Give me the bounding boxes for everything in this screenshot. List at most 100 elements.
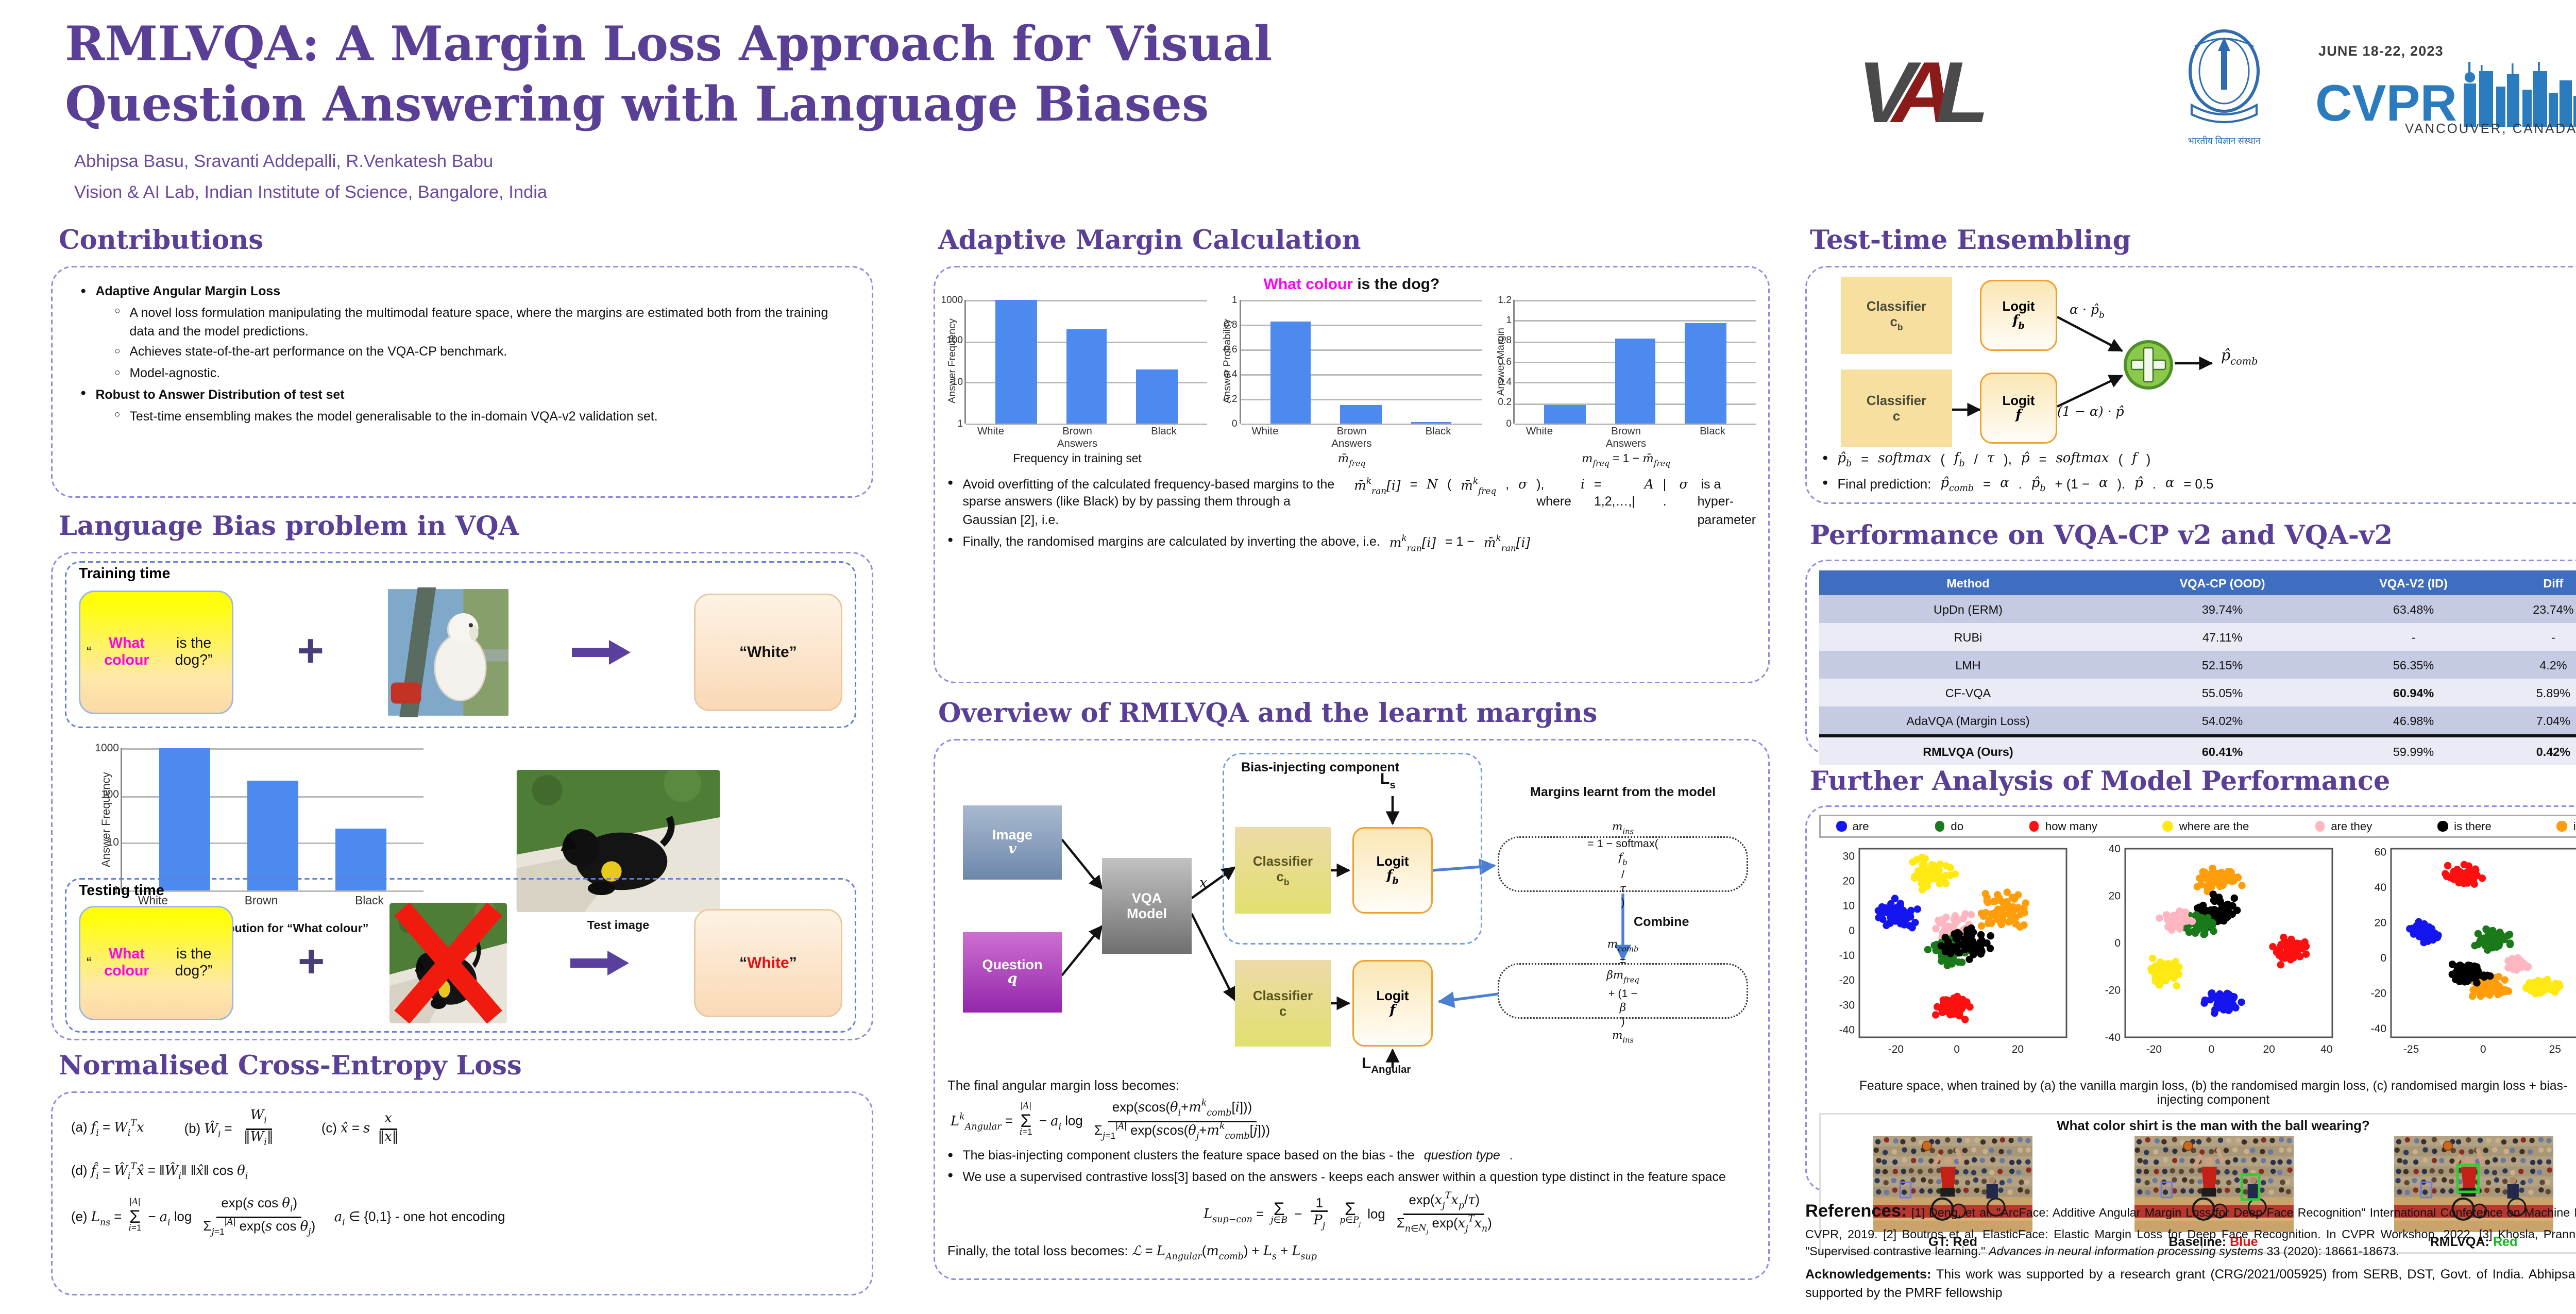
mins-formula-box: mins = 1 − softmax(fb/τ) [1498,819,1748,909]
svg-text:40: 40 [2375,882,2386,894]
training-answer-box: “White” [693,594,842,711]
classifier-c-label: Classifier [1252,988,1313,1003]
contribution-subbullet: Test-time ensembling makes the model gen… [114,408,856,426]
table-row: LMH 52.15% 56.35% 4.2% [1819,651,2576,679]
vqa-model-label: VQA Model [1127,890,1167,921]
answer-probability-chart: Answer Probability 1 0.8 0.6 0.4 0.2 0 White Bro… [1222,295,1482,450]
adaptive-bullet: Finally, the randomised margins are calc… [947,533,1756,555]
prob-chart-caption: m̄freq [1337,451,1366,469]
overview-intro: The final angular margin loss becomes: [947,1077,1179,1093]
performance-box: Method VQA-CP (OOD) VQA-V2 (ID) Diff UpD… [1805,560,2576,765]
red-x-icon [394,903,502,1023]
contribution-subbullet: Achieves state-of-the-art performance on… [114,344,856,362]
ens-logit-fb: Logit fb [1980,280,2057,351]
gt-caption: GT: Red [1928,1234,1977,1249]
testing-time-label: Testing time [79,883,164,900]
analysis-box: are do how many where are the are they i… [1805,805,2576,1254]
svg-text:-40: -40 [2371,1023,2386,1035]
gt-image [1873,1136,2032,1232]
arrow-right-icon [571,640,631,665]
plus-circle-icon [2124,340,2173,390]
ensembling-bullet: Final prediction: p̂comb = α.p̂b + (1 − … [1822,475,2576,496]
table-row: CF-VQA 55.05% 60.94% 5.89% [1819,679,2576,706]
cvpr-wordmark: CVPR [2315,73,2458,131]
svg-text:-40: -40 [1839,1024,1855,1036]
contribution-bullet: Adaptive Angular Margin Loss [80,283,856,301]
svg-text:0: 0 [2209,1043,2215,1055]
svg-text:-25: -25 [2403,1043,2419,1055]
contribution-subbullet: Model-agnostic. [114,365,856,383]
ensembling-heading: Test-time Ensembling [1810,226,2131,257]
svg-text:25: 25 [2549,1043,2561,1055]
margin-chart-caption: mfreq = 1 − m̄freq [1581,451,1671,469]
legend-swatch-how-many [2029,821,2039,832]
svg-text:20: 20 [2263,1043,2275,1055]
authors: Abhipsa Basu, Sravanti Addepalli, R.Venk… [74,153,494,172]
ens-classifier-cb-label: Classifier [1866,297,1927,313]
svg-text:-20: -20 [2105,984,2121,996]
pcomb-label: p̂comb [2221,348,2258,368]
svg-text:30: 30 [1843,850,1855,862]
table-row: AdaVQA (Margin Loss) 54.02% 46.98% 7.04% [1819,706,2576,736]
col-method: Method [1819,570,2117,595]
adaptive-bullet: Avoid overfitting of the calculated freq… [947,476,1756,530]
legend-swatch-are [1836,821,1846,832]
answer-margin-chart: Answer Margin 1.2 1 0.8 0.6 0.4 0.2 0 White Brown… [1496,295,1756,450]
svg-text:10: 10 [1843,900,1855,912]
tsne-caption: Feature space, when trained by (a) the v… [1859,1079,2568,1107]
col-vqacp: VQA-CP (OOD) [2116,570,2328,595]
question-node-label: Question [982,957,1043,972]
legend-item: do [1934,819,1963,833]
ens-classifier-cb: Classifier cb [1841,277,1952,354]
tsne-plot-b: 40 20 0 -20 -40 -20 0 20 40 [2105,843,2333,1055]
plus-sign: + [297,937,325,988]
svg-text:-20: -20 [2371,987,2386,999]
references: References: [1] Deng, et al. "ArcFace: A… [1805,1203,2576,1258]
ens-classifier-c-sub: c [1892,408,1901,424]
table-row: UpDn (ERM) 39.74% 63.48% 23.74% [1819,595,2576,623]
table-row-ours: RMLVQA (Ours) 60.41% 59.99% 0.42% [1819,734,2576,765]
classifier-cb-node: Classifier cb [1235,827,1331,914]
nce-formula-a: (a) fi = WiTx [71,1119,144,1139]
logit-fb-label: Logit [1376,853,1409,869]
answer-frequency-chart: Answer Frequency 1000 100 10 1 White Brown Blac… [941,295,1207,450]
language-bias-box: Training time “What colour is the dog?” … [51,552,873,1040]
val-lab-logo: V A L [1848,43,2001,141]
legend-item: where are the [2163,819,2249,833]
svg-text:0: 0 [1954,1043,1960,1055]
contribution-bullet: Robust to Answer Distribution of test se… [80,386,856,405]
margins-learnt-note: Margins learnt from the model [1530,784,1716,799]
svg-text:40: 40 [2320,1043,2332,1055]
baseline-caption: Baseline: Blue [2168,1234,2258,1249]
adaptive-question-title: What colour is the dog? [1263,277,1440,294]
training-time-box: Training time “What colour is the dog?” … [65,561,856,728]
svg-text:0: 0 [2114,937,2121,949]
baseline-image [2133,1136,2293,1232]
ens-logit-f: Logit f [1980,373,2057,444]
col-diff: Diff [2499,570,2576,595]
svg-text:-20: -20 [2146,1043,2162,1055]
x-feature-label: x [1199,877,1208,892]
vqa-model-node: VQA Model [1102,858,1192,954]
overview-bullet: We use a supervised contrastive loss[3] … [947,1168,1756,1186]
tsne-plot-c: 60 40 20 0 -20 -40 -25 0 25 [2371,847,2576,1055]
title-line2: Question Answering with Language Biases [65,77,1209,133]
training-time-label: Training time [79,566,171,583]
analysis-heading: Further Analysis of Model Performance [1810,767,2391,798]
table-row: RUBi 47.11% - - [1819,623,2576,651]
overview-box: Bias-injecting component Image v Question… [934,739,1770,1280]
svg-text:-40: -40 [2105,1032,2121,1043]
qualitative-example-box: What color shirt is the man with the bal… [1819,1113,2576,1254]
plus-sign: + [297,626,324,677]
nce-formula-c: (c) x̂ = s x ‖x‖ [321,1111,399,1146]
svg-text:60: 60 [2375,847,2386,858]
overview-heading: Overview of RMLVQA and the learnt margin… [938,699,1598,730]
combine-label: Combine [1634,914,1689,929]
svg-text:0: 0 [1849,925,1855,937]
logit-f-sub: f [1389,1003,1396,1019]
nce-heading: Normalised Cross-Entropy Loss [59,1051,522,1082]
legend-swatch-are-they [2314,821,2325,832]
classifier-c-sub: c [1279,1003,1287,1019]
overview-diagram: Bias-injecting component Image v Question… [947,747,1756,1076]
